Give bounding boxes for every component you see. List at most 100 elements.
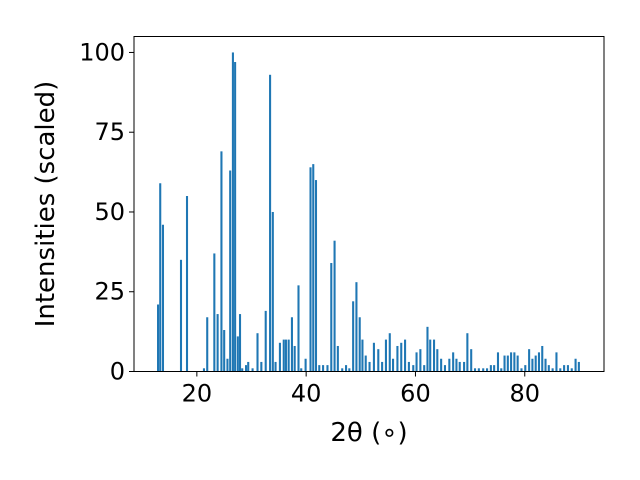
bar: [159, 183, 162, 372]
bar: [368, 361, 371, 372]
bar: [455, 358, 458, 372]
bar: [503, 355, 506, 372]
bar: [361, 339, 364, 372]
bar: [364, 355, 367, 372]
bar: [528, 349, 531, 372]
bar: [531, 358, 534, 372]
bar: [520, 368, 523, 372]
plot-frame: [133, 36, 605, 372]
bar: [404, 339, 407, 372]
bar: [566, 365, 569, 372]
bar: [493, 365, 496, 372]
y-axis-ticks: 0 25 50 75 100: [79, 38, 134, 386]
bar: [352, 301, 355, 372]
bar: [245, 365, 248, 372]
bar: [330, 263, 333, 372]
bar: [348, 368, 351, 372]
bar: [513, 352, 516, 372]
bar: [284, 339, 287, 372]
bar: [278, 342, 281, 372]
x-tick-label: 40: [291, 380, 322, 408]
bar: [309, 167, 312, 372]
y-tick-label: 50: [94, 198, 125, 226]
y-tick-label: 25: [94, 278, 125, 306]
bar: [551, 368, 554, 372]
bar: [179, 259, 183, 372]
bar: [312, 164, 315, 372]
bar: [322, 365, 325, 372]
bar: [238, 314, 242, 372]
bar: [234, 62, 237, 372]
bar: [496, 352, 500, 372]
bar: [407, 361, 410, 372]
bar: [333, 240, 336, 372]
bar: [388, 333, 391, 372]
bar: [559, 368, 562, 372]
bar: [256, 333, 259, 372]
bar: [297, 285, 300, 372]
bar: [345, 365, 348, 372]
bar: [293, 345, 296, 372]
bar: [412, 365, 415, 372]
bar: [236, 336, 239, 372]
bar: [570, 368, 573, 372]
bar: [304, 358, 307, 372]
bar: [318, 365, 321, 372]
bar: [241, 368, 244, 372]
x-tick-label: 60: [400, 380, 431, 408]
bar: [206, 317, 209, 372]
bar: [463, 361, 466, 372]
bar: [202, 368, 205, 372]
bar: [555, 352, 558, 372]
bar: [392, 358, 395, 372]
bar: [506, 355, 509, 372]
bar: [524, 365, 527, 372]
bar: [574, 358, 577, 372]
x-tick-label: 80: [509, 380, 540, 408]
x-axis-label: 2θ (∘): [330, 418, 407, 448]
bar: [355, 282, 358, 372]
bar: [269, 74, 272, 372]
bar: [448, 358, 451, 372]
bar: [415, 352, 418, 372]
bar: [226, 358, 229, 372]
bar: [220, 151, 223, 372]
y-tick-label: 0: [110, 358, 125, 386]
y-tick-label: 75: [94, 118, 125, 146]
bar: [326, 365, 329, 372]
bar: [419, 349, 422, 372]
x-axis-ticks: 20 40 60 80: [182, 371, 540, 408]
bar: [290, 317, 293, 372]
bar: [486, 368, 489, 372]
bar: [231, 52, 234, 372]
bar: [260, 361, 263, 372]
bar-series: [157, 52, 580, 372]
bar: [216, 314, 219, 372]
bar: [429, 339, 432, 372]
bar: [157, 304, 160, 372]
bar: [336, 345, 339, 372]
bar: [381, 361, 384, 372]
bar: [185, 196, 189, 372]
bar: [443, 365, 447, 372]
bar: [251, 368, 254, 372]
bar: [264, 310, 267, 372]
bar: [577, 361, 580, 372]
bar: [400, 342, 403, 372]
bar: [433, 339, 436, 372]
bar: [452, 352, 455, 372]
bar: [271, 211, 274, 372]
bar: [282, 339, 285, 372]
bar: [247, 361, 250, 372]
bar: [563, 365, 566, 372]
bar: [396, 345, 399, 372]
bar: [384, 339, 387, 372]
bar: [372, 342, 375, 372]
bar: [500, 368, 503, 372]
bar: [482, 368, 485, 372]
bar: [544, 358, 547, 372]
bar: [436, 349, 439, 372]
bar: [161, 224, 165, 372]
bar: [510, 352, 513, 372]
